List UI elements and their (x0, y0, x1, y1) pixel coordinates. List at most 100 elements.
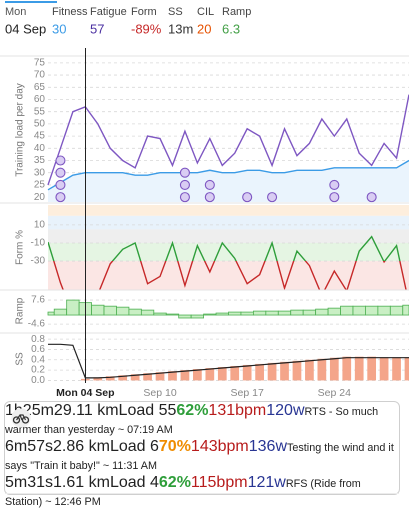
ramp-bar (277, 310, 292, 316)
y-tick-label: 0.8 (31, 334, 45, 345)
header-label: Fitness (52, 6, 88, 18)
activity-marker (55, 192, 66, 203)
ss-bar (404, 357, 409, 381)
form-zone (48, 229, 409, 243)
header-label: CIL (197, 6, 214, 18)
activity-title: RTS - So much warmer than yesterday ~ 07… (5, 406, 379, 436)
ss-bar (280, 361, 289, 381)
ramp-bar (352, 305, 366, 316)
ramp-bar (203, 313, 217, 316)
panel: SS 0.80.60.40.20.0 (0, 332, 409, 386)
header-value: -89% (131, 21, 162, 36)
fitness-area (48, 160, 409, 202)
ss-bar (118, 375, 128, 381)
ramp-bar (116, 306, 130, 316)
ramp-bar (290, 309, 304, 316)
header-value: 30 (52, 21, 66, 36)
ramp-bar (140, 309, 155, 316)
ss-bar (155, 372, 165, 381)
x-tick-label: Sep 24 (318, 387, 351, 399)
header-label: SS (168, 6, 183, 18)
intensity: 62% (176, 402, 209, 419)
ramp-bar (103, 305, 117, 316)
axis-label: Form % (15, 230, 26, 265)
x-tick-label: Sep 10 (143, 387, 176, 399)
charts: Mon 04 Sep Fitness 30 Fatigue 57 Form -89% SS 1… (0, 1, 409, 399)
ramp-bar (365, 305, 379, 316)
y-tick-label: -10 (31, 238, 46, 249)
activity-marker (204, 192, 215, 203)
heart-rate: 143bpm (190, 438, 249, 455)
ramp-bar (340, 305, 354, 316)
header-date: 04 Sep (5, 21, 46, 36)
ramp-bar (228, 311, 242, 316)
row-divider (5, 493, 399, 494)
header-value: 20 (197, 21, 211, 36)
ramp-bar (153, 312, 167, 316)
distance: 2.86 km (53, 438, 110, 455)
series-line (47, 159, 409, 191)
ramp-bar (265, 310, 279, 316)
x-tick-label: Sep 17 (231, 387, 264, 399)
panel: Ramp 7.6 -4.6 (0, 289, 409, 330)
ramp-bar (53, 308, 68, 316)
y-tick-label: 40 (34, 143, 46, 154)
header-day: Mon (5, 6, 26, 18)
ss-line (48, 343, 409, 379)
header-label: Ramp (222, 6, 251, 18)
axis-label: Ramp (15, 297, 26, 324)
form-zone (48, 215, 409, 230)
axis-label: Training load per day (15, 83, 26, 177)
ss-bar (354, 356, 364, 381)
activity-marker (55, 155, 66, 166)
panel: Form % 10 -10 -30 (0, 202, 409, 290)
activity-marker (179, 192, 190, 203)
axis-label: SS (15, 352, 26, 366)
y-tick-label: 10 (34, 220, 46, 231)
ss-bar (267, 362, 277, 381)
heart-rate: 131bpm (208, 402, 267, 419)
bike-icon (11, 408, 31, 428)
intensity: 62% (158, 474, 191, 491)
y-tick-label: 70 (34, 70, 46, 81)
activity-marker (55, 179, 66, 190)
header-items: Fitness 30 Fatigue 57 Form -89% SS 13m CIL 20 Ramp… (52, 6, 251, 37)
y-tick-label: -30 (31, 256, 46, 267)
ramp-bar (215, 312, 229, 316)
power: 120w (266, 402, 305, 419)
ss-bar (305, 359, 314, 381)
duration: 5m31s (5, 474, 54, 491)
ramp-bar (178, 314, 192, 319)
ramp-bar (389, 305, 404, 316)
y-tick-label: 75 (34, 58, 46, 69)
ramp-bar (47, 311, 55, 316)
series-line (47, 94, 409, 186)
heart-rate: 115bpm (190, 474, 248, 491)
y-tick-label: 7.6 (31, 295, 45, 306)
ss-bar (205, 368, 215, 381)
ss-bar (392, 357, 401, 381)
activity-marker (179, 179, 190, 190)
ss-bar (379, 357, 389, 381)
ss-bar (193, 369, 202, 381)
ramp-bar (240, 311, 254, 316)
y-tick-label: 30 (34, 167, 46, 178)
ss-bar (143, 373, 152, 381)
form-zone (48, 205, 409, 216)
series-line (48, 235, 407, 290)
form-zone (48, 242, 409, 262)
header-label: Fatigue (90, 6, 127, 18)
ss-bar (93, 377, 103, 381)
distance: 1.61 km (53, 474, 110, 491)
header-value: 6.3 (222, 21, 240, 36)
header-label: Form (131, 6, 157, 18)
y-tick-label: 50 (34, 119, 46, 130)
activity-row: 5m31s1.61 kmLoad 462%115bpm121wRFS (Ride… (5, 408, 399, 510)
y-tick-label: -4.6 (28, 319, 46, 330)
activity-row: 1h25m29.11 kmLoad 5562%131bpm120wRTS - S… (5, 402, 399, 494)
ss-bar (292, 360, 302, 381)
y-tick-label: 0.4 (31, 354, 45, 365)
ss-bar (255, 363, 264, 381)
